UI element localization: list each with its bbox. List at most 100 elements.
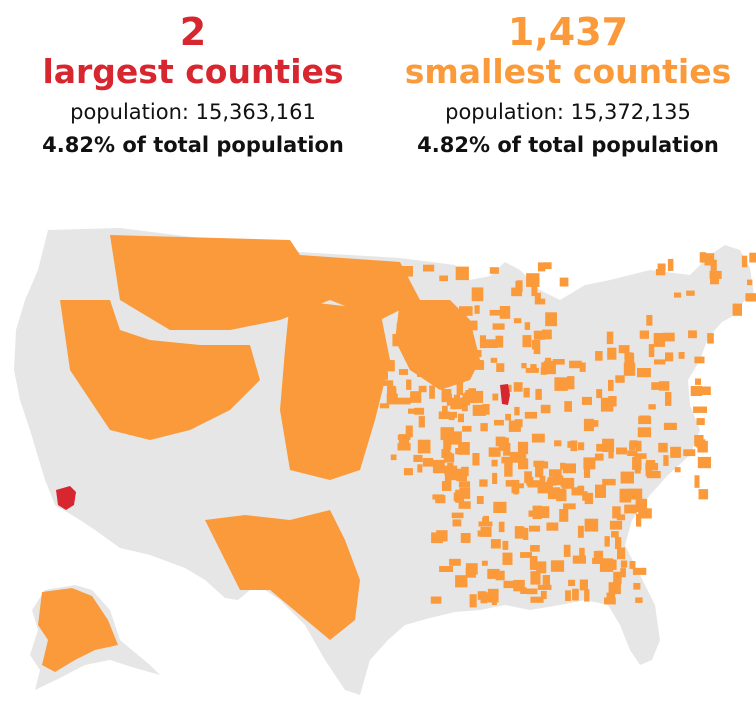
smallest-county [531, 339, 541, 350]
smallest-county [678, 352, 685, 359]
smallest-county [450, 397, 464, 410]
smallest-county [524, 411, 538, 419]
smallest-county [533, 348, 541, 355]
smallest-county [568, 579, 576, 587]
smallest-county [639, 330, 649, 339]
smallest-county [537, 262, 546, 272]
smallest-county [455, 575, 468, 588]
smallest-county [504, 463, 513, 477]
smallest-county [604, 536, 610, 547]
smallest-county [492, 472, 498, 484]
smallest-county [686, 290, 695, 296]
smallest-county [493, 501, 507, 513]
smallest-county [513, 483, 524, 489]
smallest-county [635, 498, 648, 512]
smallest-county [540, 590, 547, 600]
smallest-county [595, 484, 606, 498]
smallest-county [469, 594, 477, 608]
smallest-county [489, 309, 503, 316]
smallest-county [646, 315, 653, 326]
smallest-county [698, 489, 709, 500]
smallest-county [670, 446, 681, 458]
smallest-county [390, 454, 397, 461]
smallest-county [627, 450, 638, 456]
smallest-county [562, 477, 575, 489]
smallest-county [615, 537, 622, 549]
smallest-county [444, 360, 455, 369]
smallest-county [431, 532, 443, 544]
smallest-county [482, 404, 490, 415]
smallest-county [732, 303, 742, 316]
smallest-county [534, 292, 541, 305]
smallest-county [505, 413, 511, 421]
smallest-county [645, 468, 652, 477]
smallest-county [638, 508, 652, 519]
smallest-counties-region [280, 300, 390, 480]
smallest-county [382, 380, 394, 386]
smallest-county [658, 442, 668, 453]
smallest-counties-layer [38, 235, 756, 672]
smallest-county [513, 382, 523, 392]
smallest-county [520, 450, 527, 464]
smallest-county [496, 363, 505, 372]
smallest-county [501, 456, 513, 464]
smallest-county [579, 579, 588, 591]
smallest-county [494, 419, 504, 426]
smallest-county [537, 482, 551, 494]
smallest-county [430, 596, 442, 604]
smallest-county [655, 269, 666, 276]
smallest-counties-region [110, 235, 420, 330]
smallest-county [663, 455, 669, 466]
smallest-county [637, 368, 651, 378]
smallest-county [688, 330, 697, 339]
smallest-county [550, 560, 565, 572]
smallest-county [505, 480, 513, 487]
smallest-county [707, 333, 714, 344]
smallest-county [564, 401, 572, 412]
us-land [14, 228, 754, 695]
smallest-county [623, 362, 636, 376]
smallest-county [690, 386, 702, 396]
smallest-county [657, 263, 666, 271]
smallest-county [749, 252, 756, 263]
smallest-counties-region [60, 300, 260, 440]
smallest-county [524, 471, 532, 484]
smallest-county [607, 347, 617, 360]
smallest-counties-stat: 1,437 smallest counties population: 15,3… [388, 10, 748, 160]
smallest-county [489, 267, 499, 274]
smallest-county [471, 390, 484, 403]
smallest-county [694, 475, 700, 488]
smallest-county [534, 298, 546, 305]
smallest-county [654, 359, 666, 365]
smallest-county [376, 283, 389, 295]
smallest-county [466, 320, 478, 331]
smallest-county [426, 343, 432, 356]
smallest-county [479, 479, 488, 487]
smallest-county [662, 332, 675, 342]
smallest-county [542, 575, 550, 586]
smallest-county [449, 558, 461, 566]
smallest-county [480, 423, 488, 432]
smallest-county [545, 357, 552, 367]
smallest-population: population: 15,372,135 [445, 100, 691, 124]
smallest-county [624, 504, 637, 514]
smallest-county [444, 465, 451, 477]
smallest-county [522, 335, 532, 348]
smallest-county [553, 488, 566, 498]
smallest-county [592, 557, 604, 564]
smallest-county [588, 420, 599, 427]
smallest-county [562, 463, 576, 474]
smallest-county [458, 481, 471, 488]
smallest-county [533, 330, 546, 340]
smallest-county [665, 352, 674, 362]
smallest-county [443, 452, 452, 459]
smallest-county [747, 279, 753, 286]
smallest-county [406, 379, 412, 390]
smallest-county [410, 391, 422, 403]
smallest-county [611, 531, 619, 538]
smallest-county [398, 434, 410, 448]
smallest-county [461, 466, 469, 477]
smallest-county [527, 480, 540, 488]
smallest-county [530, 596, 544, 603]
smallest-county [554, 440, 562, 447]
